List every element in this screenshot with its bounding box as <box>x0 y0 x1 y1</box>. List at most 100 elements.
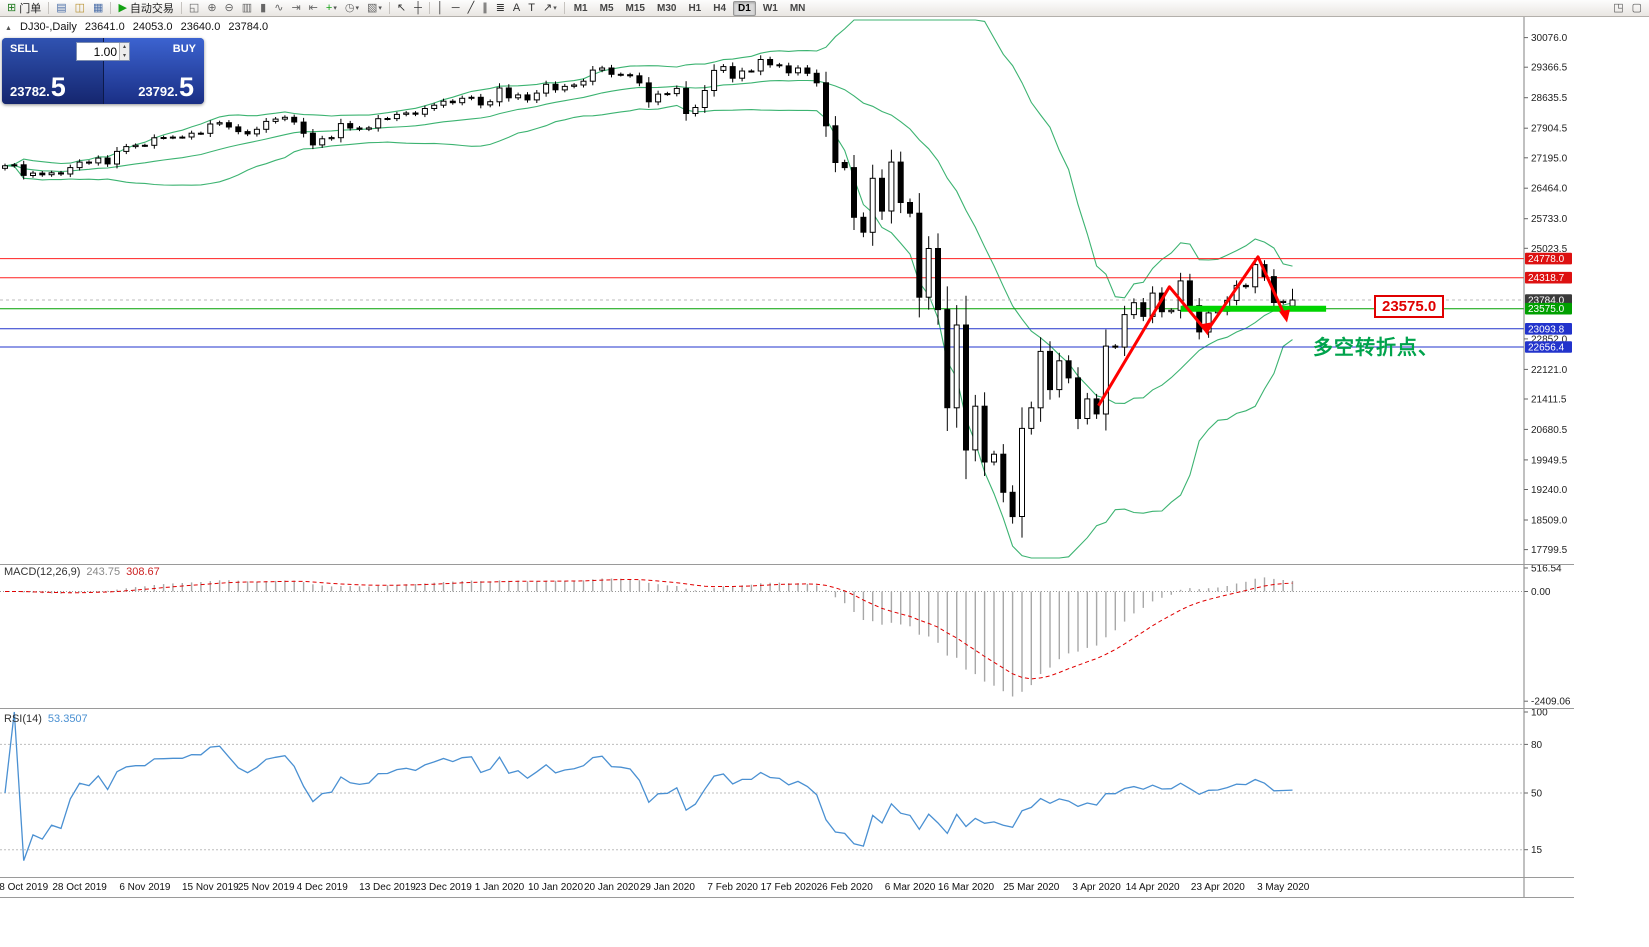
candle-body <box>1056 360 1063 391</box>
candle-chart-icon[interactable]: ▮ <box>257 1 269 16</box>
period-icon[interactable]: ◷ ▾ <box>342 1 362 16</box>
label-icon[interactable]: T <box>525 1 538 16</box>
candle-body <box>244 131 251 135</box>
candle-body <box>711 69 718 92</box>
macd-axis-label: 516.54 <box>1531 564 1562 575</box>
price-badge-label: 23575.0 <box>1528 304 1565 315</box>
candle-body <box>869 177 876 233</box>
docking-icon[interactable]: ▢ <box>1629 1 1645 16</box>
candle-body <box>477 96 484 106</box>
candle-body <box>823 82 829 127</box>
candle-body <box>832 125 839 164</box>
candle-body <box>795 67 801 74</box>
candle-body <box>888 161 895 212</box>
candle-body <box>328 137 335 140</box>
y-axis-label: 25023.5 <box>1531 244 1568 255</box>
zoom-out-icon-glyph: ⊖ <box>224 1 234 14</box>
candle-body <box>337 123 344 139</box>
chart-shift-icon[interactable]: ⇤ <box>306 1 321 16</box>
lot-spin-down-icon[interactable]: ▾ <box>120 51 129 60</box>
candle-body <box>655 93 662 103</box>
x-axis-label: 15 Nov 2019 <box>182 882 239 893</box>
channel-icon[interactable]: ∥ <box>479 1 491 16</box>
indicators-icon-dropdown-caret[interactable]: ▾ <box>333 5 337 12</box>
x-axis-label: 3 May 2020 <box>1257 882 1310 893</box>
arrows-icon[interactable]: ↗ ▾ <box>540 1 560 16</box>
horizontal-line-icon[interactable]: ─ <box>449 1 463 16</box>
candle-body <box>309 132 316 146</box>
fibonacci-icon[interactable]: ≣ <box>493 1 508 16</box>
candle-body <box>207 123 214 134</box>
market-watch-icon[interactable]: ▤ <box>53 1 69 16</box>
tf-button-M5[interactable]: M5 <box>599 2 614 14</box>
tf-button-H4[interactable]: H4 <box>713 2 727 14</box>
price-badge <box>1525 323 1572 335</box>
template-icon[interactable]: ▧ ▾ <box>364 1 385 16</box>
new-order-button[interactable]: ⊞ 门单 <box>4 1 44 16</box>
bollinger-upper <box>4 19 1293 299</box>
rsi-axis-label: 50 <box>1531 789 1543 800</box>
candle-body <box>944 309 951 409</box>
x-axis-label: 6 Nov 2019 <box>119 882 171 893</box>
period-icon-dropdown-caret[interactable]: ▾ <box>355 5 359 12</box>
y-axis-label: 19949.5 <box>1531 455 1568 466</box>
turning-point-annotation: 多空转折点、 <box>1313 337 1439 359</box>
candle-body <box>841 162 848 169</box>
autotrade-button[interactable]: ▶ 自动交易 <box>115 1 176 16</box>
candle-body <box>673 87 680 95</box>
price-badge-label: 23784.0 <box>1528 296 1565 307</box>
candle-body <box>487 101 494 106</box>
price-badge-label: 24318.7 <box>1528 273 1565 284</box>
lot-size-input[interactable] <box>77 43 119 60</box>
tf-button-MN[interactable]: MN <box>789 2 806 14</box>
lot-spin-up-icon[interactable]: ▴ <box>120 43 129 52</box>
rsi-axis-label: 80 <box>1531 740 1543 751</box>
candle-body <box>11 164 18 167</box>
y-axis-label: 20680.5 <box>1531 425 1568 436</box>
candle-body <box>104 157 111 165</box>
tile-windows-icon[interactable]: ◱ <box>186 1 202 16</box>
zoom-in-icon[interactable]: ⊕ <box>204 1 219 16</box>
zoom-out-icon[interactable]: ⊖ <box>222 1 237 16</box>
template-icon-dropdown-caret[interactable]: ▾ <box>378 5 382 12</box>
autotrade-button-glyph: ▶ <box>118 1 127 14</box>
candle-body <box>272 118 279 122</box>
tf-button-W1[interactable]: W1 <box>762 2 778 14</box>
candle-body <box>235 126 242 133</box>
trendline-icon[interactable]: ╱ <box>465 1 478 16</box>
line-chart-icon[interactable]: ∿ <box>271 1 286 16</box>
tf-button-D1[interactable]: D1 <box>733 0 756 16</box>
zigzag-arrowhead <box>1279 309 1290 323</box>
rsi-value: 53.3507 <box>47 713 88 725</box>
terminal-icon[interactable]: ▦ <box>90 1 106 16</box>
candle-body <box>645 82 652 103</box>
x-axis-label: 26 Feb 2020 <box>817 882 874 893</box>
candle-body <box>431 104 438 109</box>
auto-scroll-icon[interactable]: ⇥ <box>288 1 303 16</box>
vertical-line-icon[interactable]: │ <box>434 1 447 16</box>
label-icon-glyph: T <box>528 1 535 14</box>
text-icon[interactable]: A <box>510 1 523 16</box>
vertical-line-icon-glyph: │ <box>436 1 444 14</box>
x-axis-label: 25 Mar 2020 <box>1003 882 1060 893</box>
cursor-icon[interactable]: ↖ <box>394 1 409 16</box>
candle-body <box>972 405 979 451</box>
tf-button-M15[interactable]: M15 <box>625 2 645 14</box>
arrows-icon-dropdown-caret[interactable]: ▾ <box>553 5 557 12</box>
tf-button-M30[interactable]: M30 <box>656 2 677 14</box>
tf-button-H1[interactable]: H1 <box>688 2 702 14</box>
one-click-trading-widget: SELL 23782. 5 BUY 23792. 5 ▴ ▾ <box>2 38 204 104</box>
indicators-icon[interactable]: + ▾ <box>323 1 340 16</box>
market-watch-icon-glyph: ▤ <box>56 1 67 14</box>
y-axis-label: 26464.0 <box>1531 184 1568 195</box>
bar-chart-icon[interactable]: ▥ <box>239 1 255 16</box>
candle-body <box>403 112 410 115</box>
cursor-icon-glyph: ↖ <box>396 1 407 14</box>
macd-value-signal: 308.67 <box>126 566 160 578</box>
x-axis-label: 23 Apr 2020 <box>1191 882 1245 893</box>
crosshair-icon[interactable]: ┼ <box>411 1 425 16</box>
navigator-icon[interactable]: ◫ <box>72 1 88 16</box>
tf-button-M1[interactable]: M1 <box>573 2 588 14</box>
candle-body <box>720 66 727 71</box>
chart-list-icon[interactable]: ◳ <box>1610 1 1626 16</box>
